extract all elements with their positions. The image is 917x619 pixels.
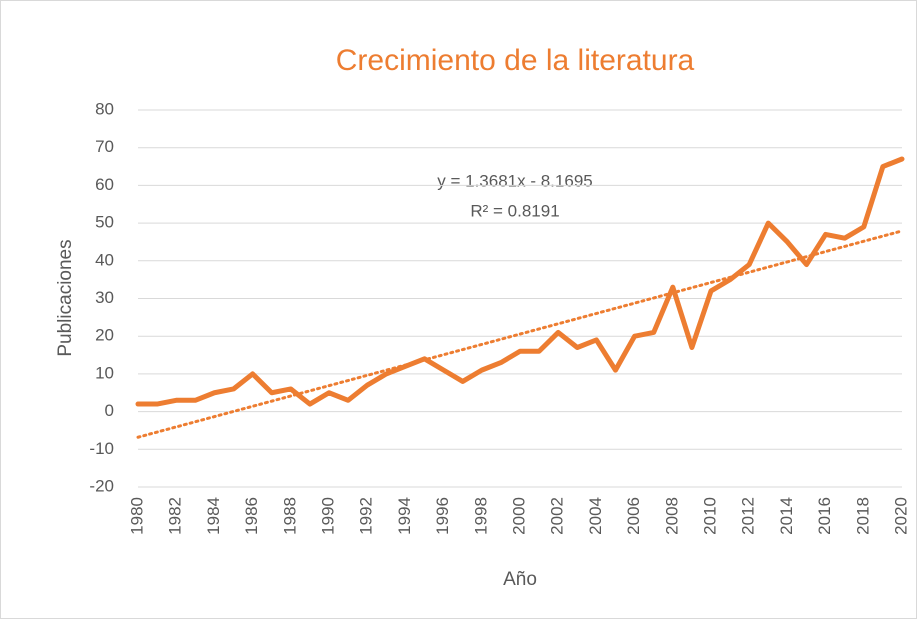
y-tick-label: 30 <box>95 288 114 307</box>
chart-title: Crecimiento de la literatura <box>336 44 695 77</box>
x-tick-label: 1986 <box>242 497 261 535</box>
x-tick-label: 1990 <box>318 497 337 535</box>
y-tick-label: 70 <box>95 137 114 156</box>
x-tick-label: 2008 <box>662 497 681 535</box>
x-tick-label: 1992 <box>357 497 376 535</box>
y-tick-label: 0 <box>105 401 114 420</box>
x-axis-title: Año <box>503 569 537 590</box>
x-tick-label: 2018 <box>853 497 872 535</box>
trendline <box>136 229 904 439</box>
x-tick-label: 1994 <box>395 497 414 535</box>
x-tick-label: 1980 <box>127 497 146 535</box>
trendline-equation: y = 1.3681x - 8.1695 <box>437 171 592 190</box>
x-tick-label: 2020 <box>891 497 910 535</box>
y-tick-label: 60 <box>95 175 114 194</box>
y-tick-label: 50 <box>95 213 114 232</box>
x-tick-label: 2014 <box>777 497 796 535</box>
y-tick-label: 80 <box>95 99 114 118</box>
y-tick-label: 10 <box>95 363 114 382</box>
x-tick-label: 2004 <box>586 497 605 535</box>
x-tick-label: 1998 <box>471 497 490 535</box>
x-tick-label: 2016 <box>815 497 834 535</box>
x-tick-label: 1982 <box>166 497 185 535</box>
x-tick-label: 2002 <box>548 497 567 535</box>
x-tick-label: 1984 <box>204 497 223 535</box>
y-tick-label: -20 <box>89 476 114 495</box>
y-tick-label: 20 <box>95 326 114 345</box>
y-tick-label: 40 <box>95 250 114 269</box>
x-tick-label: 2006 <box>624 497 643 535</box>
x-tick-label: 1996 <box>433 497 452 535</box>
y-tick-label: -10 <box>89 439 114 458</box>
trendline-r2: R² = 0.8191 <box>470 201 559 220</box>
y-axis-title: Publicaciones <box>55 239 76 356</box>
data-line <box>135 156 905 407</box>
x-tick-label: 1988 <box>280 497 299 535</box>
x-tick-label: 2012 <box>739 497 758 535</box>
x-tick-label: 2010 <box>700 497 719 535</box>
x-tick-label: 2000 <box>509 497 528 535</box>
